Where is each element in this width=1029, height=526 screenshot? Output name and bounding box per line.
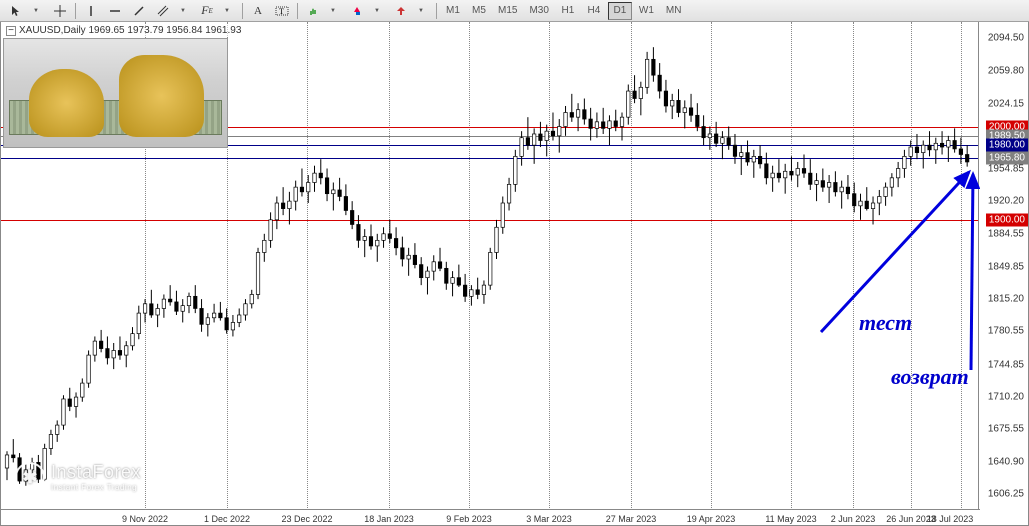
y-tick: 1884.55 <box>988 229 1024 240</box>
candlestick-series <box>1 22 980 510</box>
text-label-tool-icon[interactable]: T <box>271 2 293 20</box>
timeframe-m5[interactable]: M5 <box>467 2 491 20</box>
text-tool-icon[interactable]: A <box>247 2 269 20</box>
price-label: 1965.80 <box>986 152 1028 165</box>
timeframe-d1[interactable]: D1 <box>608 2 632 20</box>
y-tick: 1606.25 <box>988 488 1024 499</box>
timeframe-w1[interactable]: W1 <box>634 2 659 20</box>
watermark-brand: InstaForex <box>51 462 141 483</box>
y-tick: 1815.20 <box>988 293 1024 304</box>
toolbar: ▼ ▼ FE ▼ A T ▼ ▼ ▼ M1M5M15M30H1H4D1W1MN <box>0 0 1029 22</box>
channel-tool-icon[interactable] <box>152 2 174 20</box>
vline-tool-icon[interactable] <box>80 2 102 20</box>
price-label: 1900.00 <box>986 213 1028 226</box>
collapse-icon[interactable]: − <box>6 26 16 36</box>
annotation-text: возврат <box>891 364 969 390</box>
timeframe-group: M1M5M15M30H1H4D1W1MN <box>440 2 687 20</box>
timeframe-h4[interactable]: H4 <box>582 2 606 20</box>
timeframe-m1[interactable]: M1 <box>441 2 465 20</box>
x-tick: 18 Jan 2023 <box>364 514 414 524</box>
y-tick: 1920.20 <box>988 195 1024 206</box>
x-tick: 1 Dec 2022 <box>204 514 250 524</box>
cursor-tool-icon[interactable] <box>5 2 27 20</box>
dropdown-icon[interactable]: ▼ <box>172 2 194 20</box>
crosshair-tool-icon[interactable] <box>49 2 71 20</box>
hline-tool-icon[interactable] <box>104 2 126 20</box>
dropdown-icon[interactable]: ▼ <box>25 2 47 20</box>
y-tick: 1744.85 <box>988 359 1024 370</box>
watermark: ✱ InstaForex Instant Forex Trading <box>15 462 141 492</box>
y-tick: 2059.80 <box>988 65 1024 76</box>
y-tick: 2024.15 <box>988 98 1024 109</box>
trendline-tool-icon[interactable] <box>128 2 150 20</box>
dropdown-icon[interactable]: ▼ <box>366 2 388 20</box>
chart-window: − XAUUSD,Daily 1969.65 1973.79 1956.84 1… <box>0 22 1029 526</box>
watermark-logo-icon: ✱ <box>15 462 45 492</box>
dropdown-icon[interactable]: ▼ <box>410 2 432 20</box>
x-tick: 19 Apr 2023 <box>687 514 736 524</box>
y-tick: 1675.55 <box>988 424 1024 435</box>
x-tick: 9 Feb 2023 <box>446 514 492 524</box>
svg-text:T: T <box>279 7 284 16</box>
y-tick: 1710.20 <box>988 391 1024 402</box>
arrows-tool-icon[interactable] <box>390 2 412 20</box>
x-tick: 2 Jun 2023 <box>831 514 876 524</box>
x-tick: 9 Nov 2022 <box>122 514 168 524</box>
thumbs-tool-icon[interactable] <box>302 2 324 20</box>
annotation-text: тест <box>859 310 912 336</box>
x-tick: 11 May 2023 <box>765 514 816 524</box>
timeframe-m30[interactable]: M30 <box>524 2 553 20</box>
watermark-tagline: Instant Forex Trading <box>51 483 141 492</box>
y-tick: 1640.90 <box>988 456 1024 467</box>
timeframe-h1[interactable]: H1 <box>556 2 580 20</box>
timeframe-m15[interactable]: M15 <box>493 2 522 20</box>
dropdown-icon[interactable]: ▼ <box>216 2 238 20</box>
y-tick: 1849.85 <box>988 261 1024 272</box>
chart-symbol-text: XAUUSD,Daily 1969.65 1973.79 1956.84 196… <box>19 25 241 36</box>
fibo-tool-icon[interactable]: FE <box>196 2 218 20</box>
x-axis: 9 Nov 2022 1 Dec 2022 23 Dec 2022 18 Jan 20… <box>1 509 980 525</box>
timeframe-mn[interactable]: MN <box>661 2 687 20</box>
x-tick: 3 Mar 2023 <box>526 514 572 524</box>
price-label: 1980.00 <box>986 139 1028 152</box>
chart-title-bar: − XAUUSD,Daily 1969.65 1973.79 1956.84 1… <box>3 24 244 37</box>
chart-canvas[interactable]: − XAUUSD,Daily 1969.65 1973.79 1956.84 1… <box>1 22 980 510</box>
dropdown-icon[interactable]: ▼ <box>322 2 344 20</box>
shapes-tool-icon[interactable] <box>346 2 368 20</box>
y-tick: 2094.50 <box>988 33 1024 44</box>
x-tick: 27 Mar 2023 <box>606 514 657 524</box>
x-tick: 23 Dec 2022 <box>281 514 332 524</box>
y-axis: 2094.502059.802024.151989.501954.851920.… <box>978 22 1028 510</box>
y-tick: 1780.55 <box>988 326 1024 337</box>
x-tick: 18 Jul 2023 <box>927 514 974 524</box>
